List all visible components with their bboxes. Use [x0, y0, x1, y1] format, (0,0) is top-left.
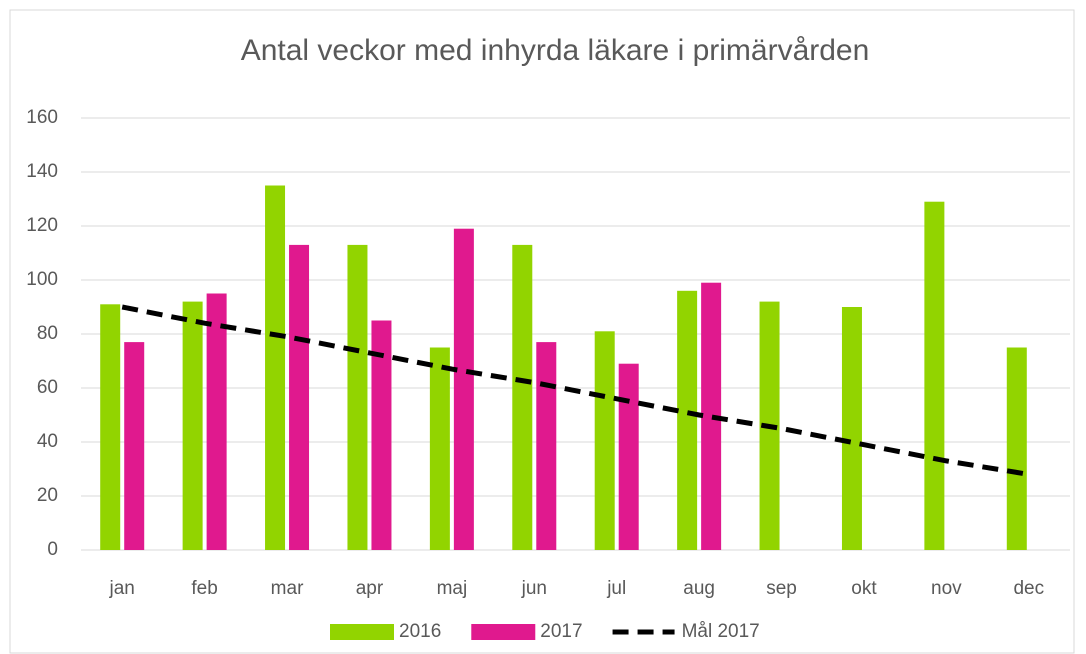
y-tick-label: 100: [26, 269, 58, 290]
legend-label: Mål 2017: [682, 621, 760, 642]
bar: [289, 244, 310, 550]
x-tick-label: dec: [1013, 578, 1044, 599]
bar: [618, 363, 639, 550]
y-tick-label: 20: [37, 485, 58, 506]
x-tick-label: mar: [271, 578, 304, 599]
legend-label: 2017: [540, 621, 582, 642]
bar: [100, 304, 121, 550]
legend-swatch: [471, 624, 536, 640]
y-tick-label: 140: [26, 161, 58, 182]
y-tick-label: 40: [37, 431, 58, 452]
bar: [182, 301, 203, 550]
bar: [536, 342, 557, 550]
x-tick-label: jan: [109, 578, 135, 599]
x-tick-label: aug: [683, 578, 715, 599]
x-tick-label: jul: [606, 578, 626, 599]
x-tick-label: jun: [521, 578, 547, 599]
bar: [512, 244, 533, 550]
legend-swatch: [330, 624, 394, 640]
x-tick-label: apr: [356, 578, 384, 599]
bar: [594, 331, 615, 550]
chart-title: Antal veckor med inhyrda läkare i primär…: [241, 34, 870, 67]
chart-border: [9, 9, 1075, 654]
y-tick-label: 80: [37, 323, 58, 344]
y-tick-label: 0: [47, 539, 58, 560]
bar: [347, 244, 368, 550]
bar: [453, 228, 474, 550]
legend-label: 2016: [399, 621, 441, 642]
y-tick-label: 60: [37, 377, 58, 398]
bar: [701, 282, 722, 550]
bar: [677, 290, 698, 550]
bar: [371, 320, 392, 550]
bar: [841, 307, 862, 550]
y-tick-label: 160: [26, 107, 58, 128]
bar: [1006, 347, 1027, 550]
x-tick-label: sep: [766, 578, 797, 599]
bar: [429, 347, 450, 550]
x-tick-label: feb: [191, 578, 217, 599]
bar: [265, 185, 286, 550]
target-line: [121, 304, 1030, 477]
x-tick-label: maj: [437, 578, 468, 599]
bar: [924, 201, 945, 550]
y-tick-label: 120: [26, 215, 58, 236]
bar: [206, 293, 227, 550]
bar: [124, 342, 145, 550]
x-tick-label: nov: [931, 578, 962, 599]
x-tick-label: okt: [851, 578, 877, 599]
